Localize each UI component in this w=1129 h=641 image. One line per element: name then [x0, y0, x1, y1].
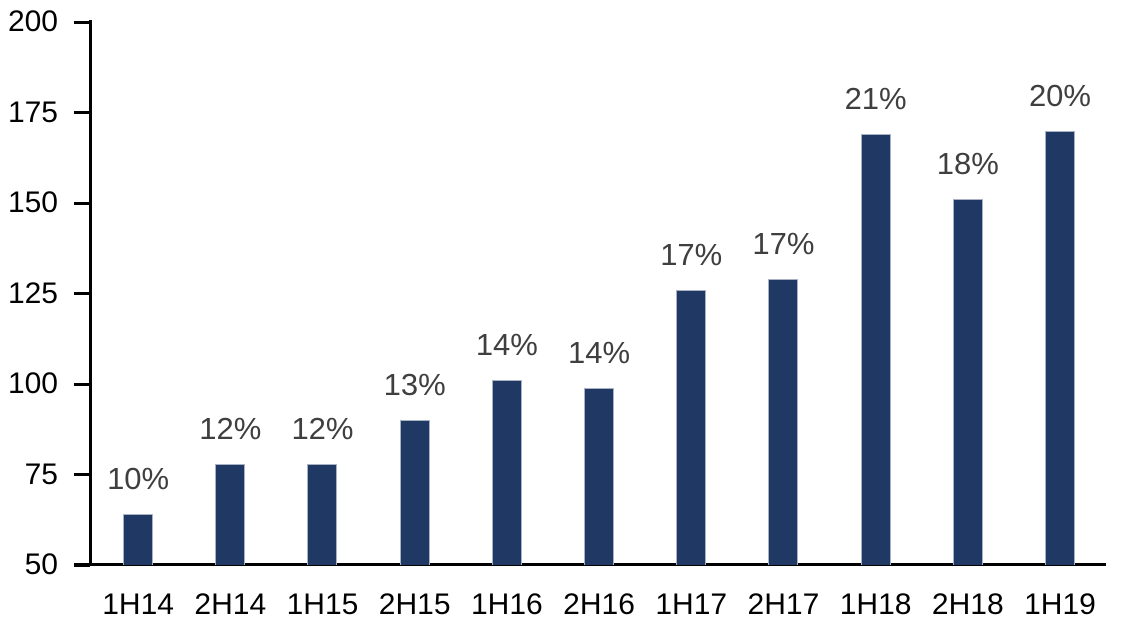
x-label-2h15: 2H15: [378, 588, 451, 621]
x-label-1h19: 1H19: [1024, 588, 1096, 621]
bar-value-label-1h17: 17%: [660, 236, 723, 272]
bar-1h17: [676, 289, 707, 565]
y-label-50: 50: [24, 548, 58, 581]
bar-column-2h15: 13%: [369, 22, 461, 565]
plot-area: 10% 12% 12% 13% 14% 14% 17% 17% 21% 18% 20%: [92, 22, 1106, 565]
x-label-1h17: 1H17: [655, 588, 728, 621]
bar-value-label-2h14: 12%: [199, 410, 262, 446]
y-tick-125: [74, 292, 90, 295]
y-tick-50: [74, 563, 90, 567]
bar-column-1h15: 12%: [276, 22, 368, 565]
y-tick-75: [74, 473, 90, 476]
y-tick-100: [74, 382, 90, 386]
bar-2h15: [399, 420, 430, 565]
bar-value-label-1h14: 10%: [107, 461, 170, 497]
bar-column-2h17: 17%: [737, 22, 829, 565]
x-label-2h18: 2H18: [931, 588, 1004, 621]
y-axis-line: [89, 20, 92, 566]
x-label-1h15: 1H15: [286, 588, 359, 621]
bar-value-label-2h18: 18%: [936, 146, 999, 182]
y-label-175: 175: [7, 95, 58, 129]
bar-column-1h17: 17%: [645, 22, 737, 565]
bar-column-2h18: 18%: [922, 22, 1014, 565]
bar-1h18: [860, 134, 891, 565]
bar-2h17: [768, 279, 799, 565]
bar-column-2h16: 14%: [553, 22, 645, 565]
y-label-150: 150: [7, 186, 58, 219]
y-tick-200: [74, 20, 90, 24]
bar-value-label-1h19: 20%: [1028, 77, 1091, 113]
y-label-75: 75: [24, 457, 58, 491]
bar-1h16: [491, 380, 522, 565]
x-label-1h16: 1H16: [470, 588, 543, 621]
y-tick-175: [74, 111, 90, 114]
bar-value-label-2h17: 17%: [752, 226, 815, 262]
bar-2h14: [215, 463, 246, 565]
x-label-1h14: 1H14: [102, 588, 174, 621]
y-label-125: 125: [7, 276, 58, 310]
bar-column-1h19: 20%: [1014, 22, 1106, 565]
bar-value-label-1h18: 21%: [844, 81, 907, 117]
x-label-2h14: 2H14: [194, 588, 267, 621]
bar-column-2h14: 12%: [184, 22, 276, 565]
bar-2h16: [584, 387, 615, 565]
bar-1h15: [307, 463, 338, 565]
bar-1h19: [1044, 130, 1075, 565]
bar-value-label-1h15: 12%: [291, 410, 354, 446]
x-axis-labels: 1H14 2H14 1H15 2H15 1H16 2H16 1H17 2H17 1H18 2H18…: [92, 588, 1106, 621]
x-label-2h17: 2H17: [747, 588, 820, 621]
x-label-2h16: 2H16: [563, 588, 635, 621]
bar-column-1h18: 21%: [830, 22, 922, 565]
x-label-1h18: 1H18: [839, 588, 912, 621]
bar-value-label-2h15: 13%: [383, 367, 446, 403]
bar-column-1h14: 10%: [92, 22, 184, 565]
bar-2h18: [952, 199, 983, 565]
bar-1h14: [123, 514, 154, 565]
bar-value-label-2h16: 14%: [568, 334, 631, 370]
bar-value-label-1h16: 14%: [475, 327, 538, 363]
y-label-200: 200: [7, 5, 58, 38]
y-tick-150: [74, 201, 90, 205]
y-label-100: 100: [7, 367, 58, 400]
bar-column-1h16: 14%: [461, 22, 553, 565]
